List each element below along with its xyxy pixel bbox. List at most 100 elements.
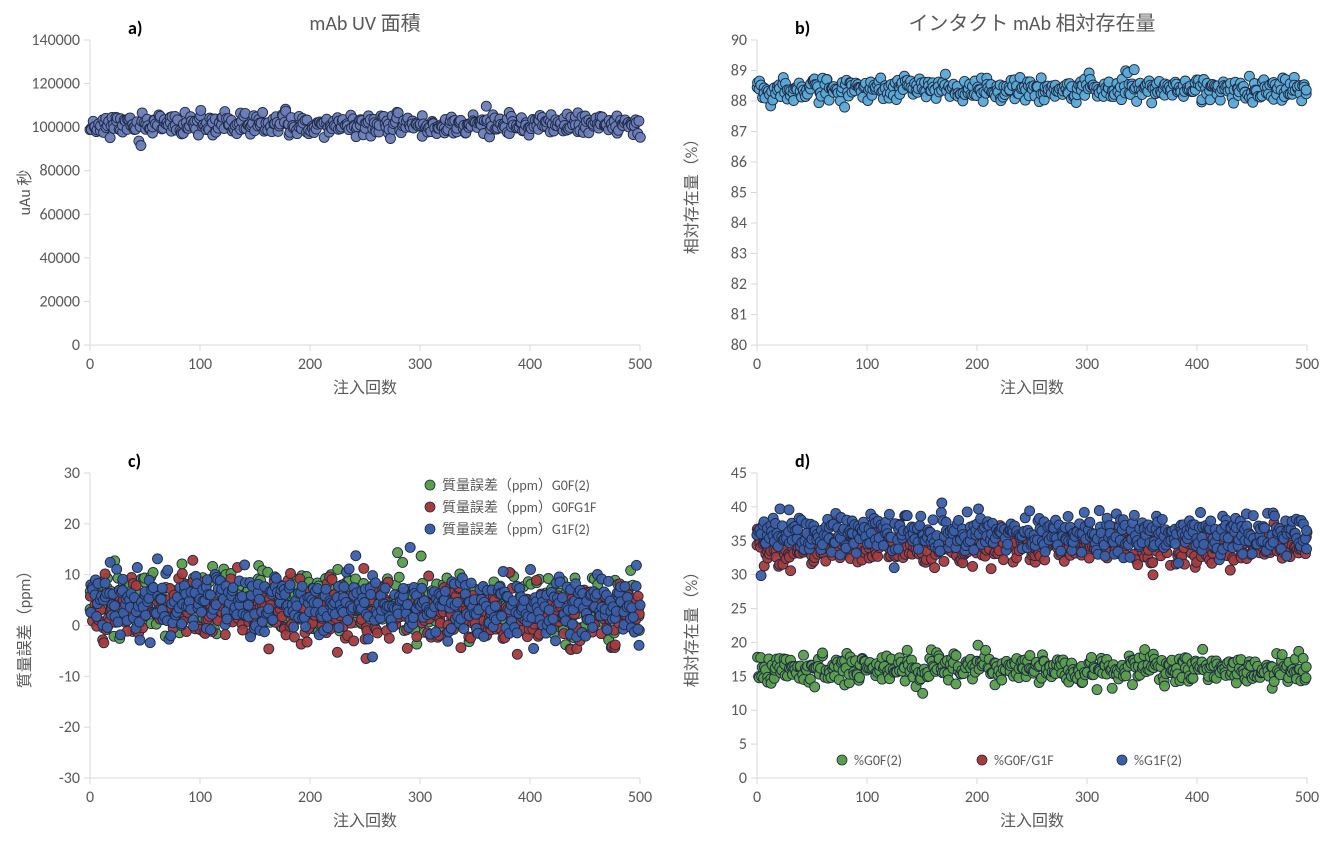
data-point (996, 675, 1006, 685)
data-point (1173, 558, 1183, 568)
data-point (157, 583, 167, 593)
data-point (405, 542, 415, 552)
x-tick-label: 200 (298, 355, 322, 374)
data-point (1281, 551, 1291, 561)
data-point (1259, 523, 1269, 533)
data-point (915, 511, 925, 521)
data-point (1301, 525, 1311, 535)
data-point (1055, 546, 1065, 556)
y-tick-label: 100000 (31, 118, 80, 137)
data-point (1086, 652, 1096, 662)
y-tick-label: 140000 (31, 31, 80, 50)
data-point (633, 624, 643, 634)
data-point (951, 650, 961, 660)
y-axis-title: uAu 秒 (16, 170, 35, 216)
data-point (1225, 565, 1235, 575)
panel-tag: a) (128, 17, 143, 39)
data-point (339, 581, 349, 591)
y-tick-label: 81 (730, 306, 746, 325)
panel-b: 80818283848586878889900100200300400500注入… (667, 0, 1333, 433)
y-tick-label: 0 (72, 616, 80, 635)
data-point (297, 581, 307, 591)
y-tick-label: 0 (72, 336, 80, 355)
x-tick-label: 300 (1074, 788, 1098, 807)
y-tick-label: 20 (64, 514, 80, 533)
x-tick-label: 400 (518, 355, 542, 374)
y-tick-label: 82 (730, 275, 746, 294)
x-tick-label: 200 (964, 355, 988, 374)
x-tick-label: 0 (86, 355, 94, 374)
data-point (1002, 539, 1012, 549)
legend-label: 質量誤差（ppm）G1F(2) (442, 521, 590, 538)
chart-c: -30-20-1001020300100200300400500注入回数質量誤差… (0, 433, 666, 865)
data-point (189, 621, 199, 631)
data-point (635, 600, 645, 610)
data-point (1146, 98, 1156, 108)
data-point (878, 540, 888, 550)
data-point (1076, 547, 1086, 557)
data-point (102, 622, 112, 632)
legend-marker (1117, 755, 1127, 765)
y-tick-label: 35 (730, 531, 746, 550)
data-point (1040, 546, 1050, 556)
y-tick-label: 88 (730, 92, 746, 111)
data-point (132, 562, 142, 572)
x-tick-label: 500 (1294, 788, 1318, 807)
chart-grid: 0200004000060000800001000001200001400000… (0, 0, 1333, 865)
y-tick-label: 15 (730, 667, 746, 686)
data-point (153, 553, 163, 563)
data-point (1125, 552, 1135, 562)
data-point (546, 624, 556, 634)
data-point (220, 629, 230, 639)
data-point (443, 636, 453, 646)
data-point (424, 571, 434, 581)
x-tick-label: 400 (518, 788, 542, 807)
data-point (368, 651, 378, 661)
data-point (206, 624, 216, 634)
data-point (610, 639, 620, 649)
data-point (343, 615, 353, 625)
data-point (1248, 510, 1258, 520)
data-point (359, 563, 369, 573)
data-point (366, 589, 376, 599)
legend-marker (425, 480, 435, 490)
data-point (529, 643, 539, 653)
data-point (1195, 507, 1205, 517)
y-tick-label: 30 (730, 565, 746, 584)
data-point (1159, 681, 1169, 691)
data-point (1301, 85, 1311, 95)
legend-label: 質量誤差（ppm）G0F(2) (442, 477, 590, 494)
y-tick-label: 0 (738, 769, 746, 788)
chart-a: 0200004000060000800001000001200001400000… (0, 0, 666, 432)
data-point (973, 504, 983, 514)
data-point (581, 631, 591, 641)
scatter-points (85, 101, 645, 150)
data-point (1157, 514, 1167, 524)
data-point (196, 105, 206, 115)
data-point (371, 577, 381, 587)
panel-tag: d) (795, 450, 810, 472)
data-point (100, 568, 110, 578)
data-point (526, 564, 536, 574)
data-point (289, 622, 299, 632)
data-point (166, 630, 176, 640)
data-point (940, 69, 950, 79)
data-point (902, 510, 912, 520)
data-point (99, 637, 109, 647)
y-axis-title: 相対存在量（%） (683, 563, 702, 686)
y-tick-label: 80 (730, 336, 746, 355)
legend-marker (837, 755, 847, 765)
data-point (135, 635, 145, 645)
x-tick-label: 500 (628, 788, 652, 807)
data-point (602, 624, 612, 634)
y-tick-label: 10 (730, 701, 746, 720)
data-point (498, 566, 508, 576)
data-point (962, 506, 972, 516)
data-point (113, 617, 123, 627)
data-point (386, 134, 396, 144)
data-point (240, 559, 250, 569)
panel-tag: b) (795, 17, 810, 39)
data-point (112, 564, 122, 574)
data-point (839, 102, 849, 112)
data-point (1247, 548, 1257, 558)
